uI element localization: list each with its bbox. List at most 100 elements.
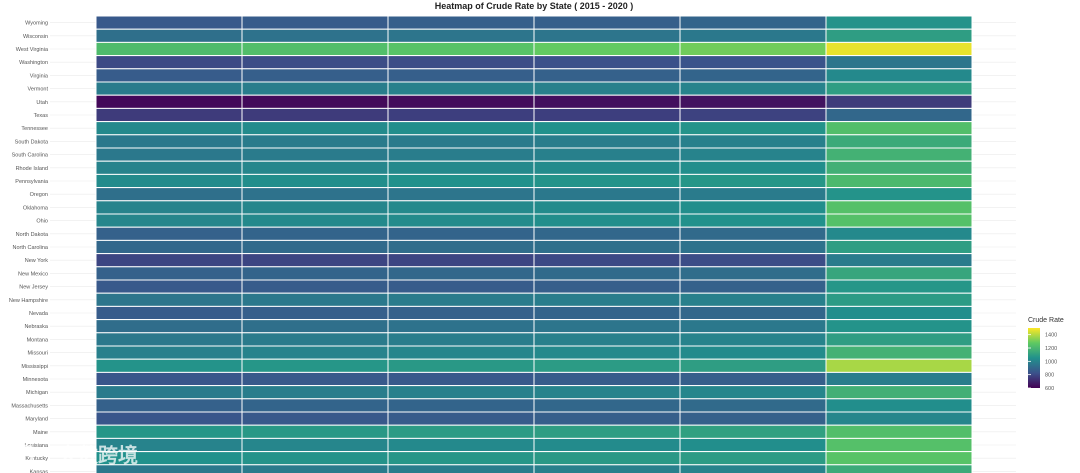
heatmap-cell	[533, 398, 681, 413]
heatmap-cell	[387, 226, 535, 241]
heatmap-cell	[387, 358, 535, 373]
heatmap-cell	[533, 68, 681, 83]
heatmap-cell	[679, 200, 827, 215]
heatmap-cell	[387, 239, 535, 255]
color-legend: Crude Rate 1400 1200 1000 800 600	[1028, 317, 1064, 392]
y-tick-label: South Carolina	[12, 153, 49, 159]
y-tick-label: Oregon	[30, 192, 48, 198]
heatmap-cell	[95, 305, 243, 321]
heatmap-cell	[825, 81, 973, 96]
heatmap-cell	[679, 107, 827, 123]
legend-tick-label: 1000	[1045, 359, 1057, 365]
heatmap-cell	[533, 385, 681, 400]
heatmap-cell	[241, 437, 389, 453]
heatmap-cell	[679, 266, 827, 281]
heatmap-cell	[679, 226, 827, 241]
heatmap-cell	[387, 213, 535, 228]
heatmap-cell	[241, 226, 389, 241]
heatmap-cell	[679, 121, 827, 136]
heatmap-cell	[95, 68, 243, 83]
heatmap-cell	[387, 134, 535, 149]
heatmap-cell	[241, 358, 389, 373]
heatmap-cell	[241, 398, 389, 413]
heatmap-cell	[679, 160, 827, 175]
y-tick-label: Maryland	[25, 417, 48, 423]
heatmap-cell	[825, 279, 973, 294]
heatmap-cell	[387, 437, 535, 453]
heatmap-cell	[241, 319, 389, 334]
legend-tick-label: 1200	[1045, 346, 1057, 352]
y-tick-label: Pennsylvania	[15, 179, 49, 185]
legend-ticks: 1400 1200 1000 800 600	[1028, 333, 1057, 392]
heatmap-cell	[533, 28, 681, 43]
heatmap-cell	[533, 81, 681, 96]
heatmap-cell	[387, 385, 535, 400]
heatmap-cell	[533, 464, 681, 473]
heatmap-cell	[241, 107, 389, 123]
heatmap-cell	[241, 424, 389, 439]
heatmap-cell	[825, 464, 973, 473]
heatmap-cell	[825, 345, 973, 360]
heatmap-cell	[679, 345, 827, 360]
heatmap-cell	[241, 292, 389, 307]
y-tick-label: Wyoming	[25, 21, 48, 27]
heatmap-cell	[387, 424, 535, 439]
heatmap-cell	[679, 451, 827, 466]
heatmap-cell	[533, 41, 681, 57]
y-tick-label: Virginia	[30, 73, 49, 79]
heatmap-cell	[387, 345, 535, 360]
heatmap-cell	[241, 345, 389, 360]
heatmap-cell	[679, 15, 827, 30]
heatmap-cell	[387, 371, 535, 387]
heatmap-cell	[95, 81, 243, 96]
y-tick-label: West Virginia	[16, 47, 49, 53]
heatmap-cell	[679, 94, 827, 109]
heatmap-cell	[825, 160, 973, 175]
heatmap-cell	[387, 253, 535, 268]
heatmap-cell	[533, 107, 681, 123]
y-tick-label: Washington	[19, 60, 48, 66]
heatmap-cell	[95, 213, 243, 228]
heatmap-cell	[679, 398, 827, 413]
heatmap-cell	[825, 332, 973, 347]
heatmap-cell	[533, 213, 681, 228]
y-tick-label: Kentucky	[25, 456, 48, 462]
heatmap-cell	[825, 213, 973, 228]
heatmap-cell	[679, 213, 827, 228]
y-tick-label: Utah	[36, 100, 48, 106]
heatmap-cell	[533, 160, 681, 175]
heatmap-cell	[95, 371, 243, 387]
heatmap-cell	[241, 81, 389, 96]
heatmap-cell	[95, 226, 243, 241]
heatmap-cell	[679, 68, 827, 83]
y-tick-label: Nebraska	[24, 324, 48, 330]
y-tick-label: Missouri	[28, 351, 48, 357]
heatmap-cell	[533, 121, 681, 136]
watermark: 大数跨境	[10, 443, 138, 468]
heatmap-cell	[679, 147, 827, 162]
heatmap-cell	[387, 279, 535, 294]
heatmap-cell	[387, 398, 535, 413]
heatmap-cell	[95, 94, 243, 109]
legend-colorbar	[1028, 328, 1040, 388]
y-tick-label: North Dakota	[16, 232, 49, 238]
heatmap-cell	[825, 305, 973, 321]
heatmap-cell	[95, 134, 243, 149]
heatmap-cell	[241, 41, 389, 57]
legend-tick-label: 1400	[1045, 333, 1057, 339]
heatmap-cell	[387, 160, 535, 175]
y-tick-label: Minnesota	[23, 377, 49, 383]
heatmap-cell	[825, 437, 973, 453]
heatmap-cell	[679, 464, 827, 473]
legend-tick-label: 800	[1045, 373, 1054, 379]
heatmap-cell	[825, 200, 973, 215]
heatmap-cell	[679, 187, 827, 202]
heatmap-cell	[533, 187, 681, 202]
heatmap-cell	[533, 173, 681, 189]
heatmap-cell	[387, 55, 535, 70]
heatmap-cell	[95, 266, 243, 281]
heatmap-cell	[387, 28, 535, 43]
heatmap-cell	[241, 279, 389, 294]
heatmap-cell	[679, 279, 827, 294]
